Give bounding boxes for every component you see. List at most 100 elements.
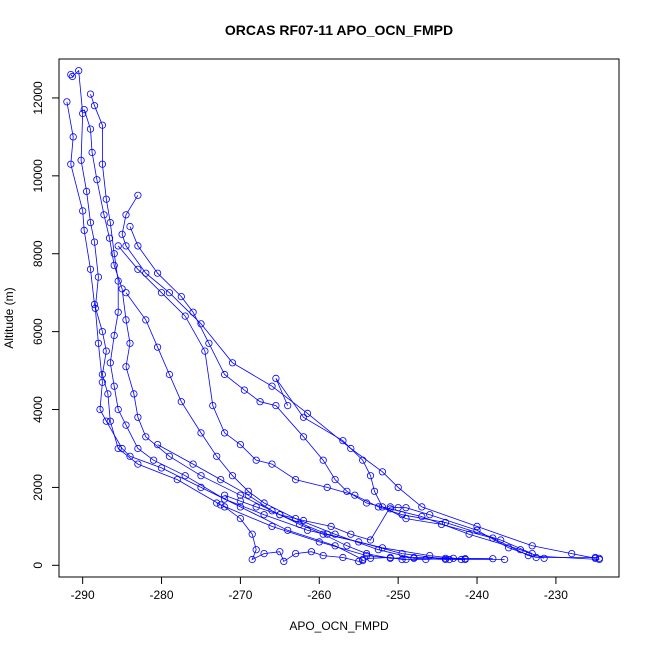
x-axis: -290 -280 -270 -260 -250 -240 -230 — [71, 576, 568, 602]
y-axis-label: Altitude (m) — [2, 287, 16, 348]
data-point — [319, 456, 327, 464]
data-point — [157, 289, 166, 297]
y-tick-label: 6000 — [31, 318, 45, 345]
data-point — [86, 125, 95, 133]
series-5 — [118, 191, 599, 562]
data-point — [489, 555, 497, 563]
data-point — [366, 554, 375, 562]
data-point — [122, 421, 130, 429]
data-point — [422, 555, 430, 564]
data-point — [165, 452, 173, 460]
data-point — [98, 370, 107, 379]
series-3 — [86, 90, 453, 564]
data-point — [75, 67, 83, 75]
data-point — [331, 475, 339, 484]
data-point — [256, 398, 264, 406]
data-point — [114, 242, 122, 250]
y-tick-label: 8000 — [31, 240, 45, 267]
data-point — [189, 308, 197, 316]
data-point — [370, 487, 379, 495]
data-point — [79, 109, 87, 118]
data-point — [236, 440, 244, 449]
data-point — [276, 548, 284, 556]
data-point — [142, 433, 150, 441]
series-line — [83, 109, 466, 560]
data-point — [217, 501, 225, 509]
x-tick-label: -240 — [465, 588, 489, 602]
y-tick-label: 0 — [31, 562, 45, 569]
data-point — [102, 347, 110, 355]
data-point — [67, 160, 75, 168]
data-point — [291, 475, 300, 484]
data-point — [244, 491, 252, 499]
data-point — [213, 452, 221, 460]
data-point — [240, 386, 248, 394]
data-point — [362, 551, 371, 560]
data-point — [173, 475, 181, 484]
data-point — [528, 549, 536, 558]
data-point — [303, 409, 312, 417]
data-point — [197, 429, 205, 437]
data-point — [106, 417, 114, 425]
data-point — [221, 491, 229, 499]
data-point — [355, 557, 363, 566]
data-point — [299, 413, 308, 421]
series-line — [90, 93, 450, 560]
data-point — [126, 222, 134, 231]
data-point — [177, 292, 185, 301]
series-line — [216, 502, 466, 563]
x-tick-label: -230 — [544, 588, 568, 602]
data-point — [398, 555, 406, 564]
data-point — [90, 102, 99, 110]
data-point — [260, 511, 268, 519]
data-point — [134, 413, 142, 421]
data-point — [437, 520, 446, 529]
data-point — [134, 460, 142, 468]
data-point — [228, 472, 237, 480]
data-point — [102, 195, 110, 203]
data-point — [260, 499, 268, 507]
data-point — [126, 452, 134, 460]
series-12 — [272, 374, 603, 564]
y-tick-label: 2000 — [31, 474, 45, 501]
x-axis-label: APO_OCN_FMPD — [289, 619, 389, 633]
data-point — [90, 300, 99, 308]
data-point — [86, 265, 95, 273]
data-point — [105, 234, 114, 242]
data-point — [110, 331, 118, 340]
data-point — [524, 551, 532, 560]
data-point — [351, 491, 359, 499]
data-point — [457, 555, 465, 564]
data-point — [122, 242, 130, 250]
series-layer — [63, 67, 603, 566]
data-point — [268, 522, 276, 531]
data-point — [98, 327, 107, 336]
data-point — [378, 503, 386, 511]
data-point — [402, 504, 410, 512]
data-point — [98, 160, 107, 168]
data-point — [106, 219, 114, 227]
data-point — [93, 176, 101, 184]
data-point — [426, 511, 434, 519]
data-point — [77, 156, 85, 164]
data-point — [465, 530, 473, 538]
y-tick-label: 12000 — [31, 81, 45, 115]
data-point — [142, 316, 150, 324]
data-point — [528, 542, 536, 550]
data-point — [110, 250, 118, 258]
data-point — [394, 504, 402, 512]
data-point — [473, 522, 481, 531]
data-point — [69, 133, 77, 141]
data-point — [315, 538, 323, 546]
data-point — [91, 304, 99, 312]
series-line — [121, 195, 596, 559]
data-point — [378, 468, 386, 476]
data-point — [386, 554, 394, 562]
data-point — [221, 429, 229, 437]
data-point — [122, 363, 130, 371]
data-point — [280, 557, 288, 566]
data-point — [303, 526, 312, 534]
data-point — [165, 370, 173, 379]
data-point — [347, 444, 355, 453]
